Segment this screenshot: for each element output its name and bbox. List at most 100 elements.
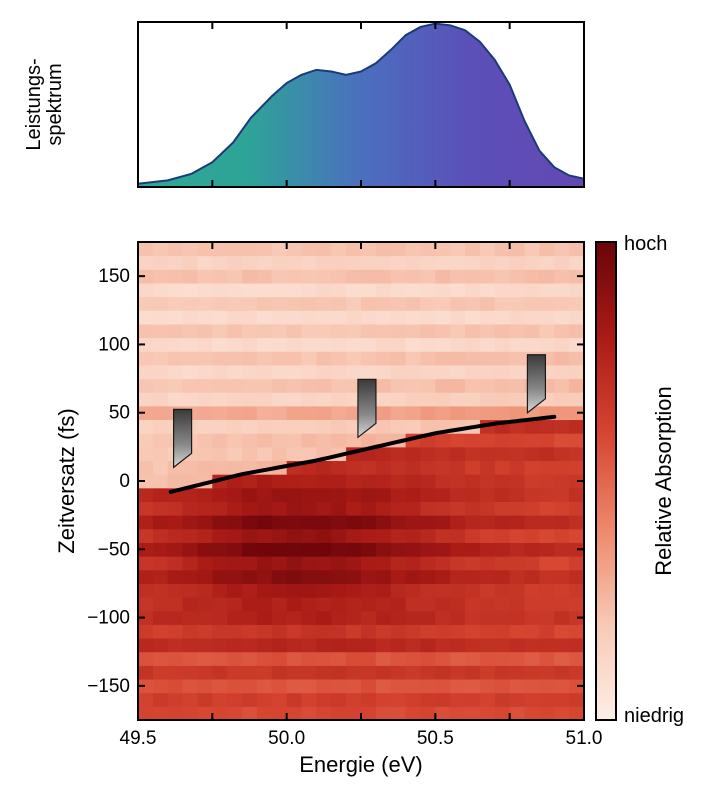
heatmap-cell	[331, 338, 346, 352]
heatmap-cell	[465, 406, 480, 420]
heatmap-cell	[465, 665, 480, 679]
heatmap-cell	[361, 515, 376, 529]
heatmap-cell	[510, 570, 525, 584]
heatmap-cell	[227, 310, 242, 324]
heatmap-cell	[272, 652, 287, 666]
heatmap-cell	[569, 324, 584, 338]
heatmap-cell	[302, 570, 317, 584]
heatmap-cell	[287, 365, 302, 379]
heatmap-cell	[420, 501, 435, 515]
heatmap-cell	[242, 488, 257, 502]
heatmap-cell	[391, 529, 406, 543]
heatmap-cell	[406, 556, 421, 570]
heatmap-cell	[242, 665, 257, 679]
heatmap-cell	[539, 269, 554, 283]
heatmap-cell	[539, 310, 554, 324]
heatmap-cell	[525, 447, 540, 461]
heatmap-cell	[212, 310, 227, 324]
heatmap-cell	[569, 256, 584, 270]
heatmap-cell	[554, 379, 569, 393]
heatmap-cell	[346, 365, 361, 379]
heatmap-cell	[346, 624, 361, 638]
heatmap-cell	[197, 461, 212, 475]
heatmap-cell	[376, 570, 391, 584]
heatmap-cell	[346, 297, 361, 311]
heatmap-cell	[495, 542, 510, 556]
heatmap-cell	[361, 297, 376, 311]
heatmap-cell	[272, 420, 287, 434]
heatmap-cell	[197, 447, 212, 461]
heatmap-cell	[391, 624, 406, 638]
heatmap-cell	[465, 570, 480, 584]
heatmap-cell	[495, 611, 510, 625]
heatmap-cell	[153, 392, 168, 406]
heatmap-cell	[554, 638, 569, 652]
heatmap-cell	[153, 461, 168, 475]
heatmap-cell	[376, 529, 391, 543]
heatmap-cell	[420, 679, 435, 693]
heatmap-cell	[420, 706, 435, 720]
heatmap-cell	[183, 365, 198, 379]
heatmap-cell	[539, 447, 554, 461]
heatmap-cell	[361, 242, 376, 256]
heatmap-cell	[376, 283, 391, 297]
heatmap-cell	[450, 515, 465, 529]
heatmap-cell	[361, 474, 376, 488]
heatmap-cell	[539, 583, 554, 597]
heatmap-cell	[212, 392, 227, 406]
heatmap-cell	[287, 351, 302, 365]
heatmap-cell	[391, 611, 406, 625]
heatmap-cell	[257, 638, 272, 652]
heatmap-cell	[138, 597, 153, 611]
heatmap-cell	[450, 338, 465, 352]
heatmap-cell	[391, 679, 406, 693]
heatmap-cell	[316, 611, 331, 625]
heatmap-cell	[376, 501, 391, 515]
heatmap-cell	[331, 242, 346, 256]
heatmap-cell	[331, 310, 346, 324]
heatmap-cell	[331, 379, 346, 393]
heatmap-cell	[242, 624, 257, 638]
heatmap-cell	[212, 433, 227, 447]
heatmap-cell	[406, 693, 421, 707]
heatmap-cell	[480, 461, 495, 475]
heatmap-cell	[435, 665, 450, 679]
heatmap-cell	[480, 351, 495, 365]
heatmap-cell	[346, 310, 361, 324]
heatmap-cell	[302, 365, 317, 379]
heatmap-cell	[495, 461, 510, 475]
heatmap-cell	[183, 324, 198, 338]
heatmap-cell	[331, 529, 346, 543]
heatmap-cell	[272, 529, 287, 543]
heatmap-cell	[554, 365, 569, 379]
heatmap-cell	[435, 283, 450, 297]
heatmap-cell	[302, 679, 317, 693]
heatmap-cell	[450, 379, 465, 393]
heatmap-cell	[391, 693, 406, 707]
heatmap-cell	[539, 242, 554, 256]
heatmap-cell	[539, 665, 554, 679]
heatmap-cell	[480, 338, 495, 352]
heatmap-cell	[495, 583, 510, 597]
heatmap-cell	[153, 597, 168, 611]
heatmap-cell	[227, 652, 242, 666]
heatmap-cell	[272, 256, 287, 270]
heatmap-cell	[168, 501, 183, 515]
heatmap-cell	[138, 624, 153, 638]
heatmap-cell	[331, 597, 346, 611]
heatmap-cell	[420, 665, 435, 679]
heatmap-cell	[183, 297, 198, 311]
heatmap-cell	[168, 570, 183, 584]
heatmap-cell	[138, 242, 153, 256]
heatmap-cell	[569, 638, 584, 652]
heatmap-cell	[376, 351, 391, 365]
heatmap-cell	[554, 256, 569, 270]
heatmap-cell	[242, 638, 257, 652]
heatmap-cell	[302, 242, 317, 256]
heatmap-cell	[406, 679, 421, 693]
heatmap-cell	[316, 310, 331, 324]
colorbar: hochniedrigRelative Absorption	[596, 233, 684, 727]
heatmap-cell	[465, 679, 480, 693]
heatmap-cell	[406, 365, 421, 379]
heatmap-cell	[361, 665, 376, 679]
